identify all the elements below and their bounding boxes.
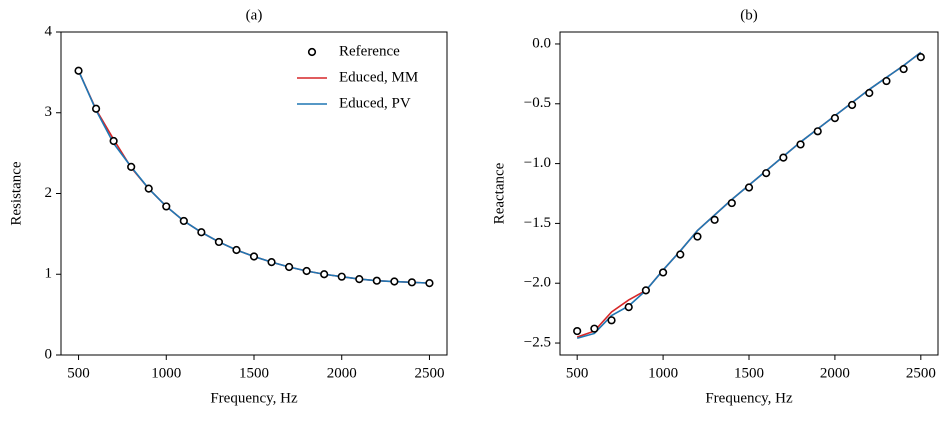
- reference-point: [302, 266, 311, 276]
- x-tick-label: 2500: [906, 365, 936, 381]
- x-tick-label: 1000: [648, 365, 678, 381]
- reference-point: [197, 228, 206, 237]
- x-tick-label: 1500: [734, 365, 764, 381]
- reference-point: [744, 183, 754, 192]
- y-tick-label: 4: [45, 23, 53, 39]
- reference-point: [658, 268, 668, 277]
- y-tick-label: −0.5: [524, 95, 551, 111]
- reference-point: [710, 215, 719, 224]
- reference-point: [390, 277, 399, 286]
- y-tick-label: 0: [45, 346, 53, 362]
- x-tick-label: 500: [67, 365, 90, 381]
- y-tick-label: 3: [45, 104, 53, 120]
- x-tick-label: 1500: [239, 365, 269, 381]
- reference-point: [762, 169, 771, 178]
- y-tick-label: 1: [45, 266, 53, 282]
- y-axis-label: Reactance: [491, 162, 507, 224]
- x-axis-label: Frequency, Hz: [705, 390, 793, 406]
- reference-point: [320, 270, 329, 279]
- x-tick-label: 1000: [151, 365, 181, 381]
- y-tick-label: 0.0: [532, 35, 551, 51]
- y-tick-label: 2: [45, 185, 53, 201]
- legend-label: Educed, PV: [339, 95, 411, 111]
- reference-point: [624, 303, 633, 312]
- reference-point: [796, 140, 805, 149]
- reference-point: [355, 274, 364, 284]
- y-tick-label: −1.0: [524, 155, 551, 171]
- reference-point: [249, 252, 259, 261]
- reference-point: [847, 100, 857, 110]
- reference-point: [267, 258, 276, 267]
- legend-label: Educed, MM: [339, 69, 418, 85]
- y-tick-label: −2.5: [524, 334, 551, 350]
- x-tick-label: 2500: [414, 365, 444, 381]
- reference-point: [693, 232, 702, 241]
- reference-point: [727, 198, 736, 208]
- plot-frame: [559, 31, 939, 356]
- chart-title: (b): [740, 7, 758, 23]
- legend-marker: [307, 47, 317, 57]
- reference-point: [607, 316, 616, 325]
- reference-point: [590, 324, 599, 333]
- reference-point: [127, 162, 136, 171]
- reference-point: [779, 153, 788, 162]
- reference-point: [916, 53, 925, 62]
- y-tick-label: −1.5: [524, 215, 551, 231]
- reference-point: [109, 136, 118, 146]
- reference-point: [91, 104, 101, 113]
- reference-point: [882, 76, 891, 86]
- x-tick-label: 2000: [820, 365, 850, 381]
- chart-title: (a): [246, 7, 263, 23]
- reference-point: [214, 237, 224, 247]
- reference-point: [372, 276, 381, 285]
- x-tick-label: 2000: [327, 365, 357, 381]
- reference-point: [162, 202, 171, 211]
- y-axis-label: Resistance: [8, 161, 24, 225]
- reference-point: [337, 272, 346, 281]
- reference-point: [641, 286, 651, 295]
- legend-label: Reference: [339, 43, 400, 59]
- x-tick-label: 500: [566, 365, 589, 381]
- plot-frame: [60, 31, 448, 356]
- reference-point: [899, 64, 908, 74]
- reference-point: [425, 279, 434, 288]
- reference-point: [865, 88, 874, 98]
- reference-point: [407, 278, 417, 287]
- reference-point: [179, 216, 188, 226]
- reference-point: [676, 250, 685, 259]
- x-axis-label: Frequency, Hz: [210, 390, 298, 406]
- reference-point: [74, 66, 83, 75]
- reference-point: [573, 326, 582, 336]
- reference-point: [813, 127, 822, 136]
- y-tick-label: −2.0: [524, 275, 551, 291]
- reference-point: [232, 245, 241, 255]
- reference-point: [284, 262, 294, 272]
- reference-point: [830, 114, 840, 123]
- reference-point: [144, 184, 153, 193]
